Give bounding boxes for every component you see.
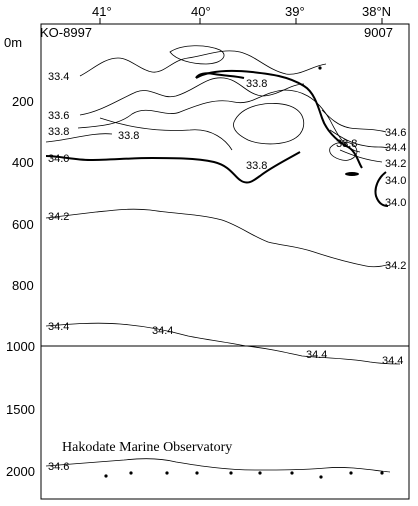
contour-34-2 bbox=[45, 208, 391, 268]
contour-33-8-cell bbox=[233, 103, 305, 145]
station-dots bbox=[104, 66, 384, 479]
label-34-2-right-b: 34.2 bbox=[385, 260, 406, 272]
contour-33-8-thick bbox=[195, 69, 363, 169]
depth-tick-600: 600 bbox=[12, 217, 34, 232]
top-axis-ticks bbox=[99, 18, 383, 24]
contour-33-8-thick-loop bbox=[195, 72, 245, 79]
contour-34-0-thick bbox=[45, 151, 301, 184]
label-34-4-left: 34.4 bbox=[48, 321, 69, 333]
depth-tick-800: 800 bbox=[12, 278, 34, 293]
label-34-2-right: 34.2 bbox=[385, 158, 406, 170]
depth-tick-400: 400 bbox=[12, 155, 34, 170]
label-33-8-bottom: 33.8 bbox=[246, 160, 267, 172]
label-33-6: 33.6 bbox=[48, 110, 69, 122]
label-33-4: 33.4 bbox=[48, 71, 69, 83]
contour-34-6-right bbox=[321, 109, 387, 133]
contour-33-6 bbox=[79, 77, 305, 116]
contour-34-4-right bbox=[329, 129, 389, 149]
contour-34-2-right bbox=[339, 149, 383, 163]
lat-tick-41: 41° bbox=[92, 4, 112, 19]
contour-33-4-cell bbox=[169, 45, 225, 65]
station-label-left: KO-8997 bbox=[40, 25, 92, 40]
label-34-6-bottom: 34.6 bbox=[48, 461, 69, 473]
label-34-2-left: 34.2 bbox=[48, 211, 69, 223]
depth-tick-200: 200 bbox=[12, 94, 34, 109]
station-label-right: 9007 bbox=[364, 25, 393, 40]
contour-33-8 bbox=[77, 89, 361, 153]
label-33-8-center: 33.8 bbox=[118, 130, 139, 142]
contour-33-8-lower bbox=[99, 117, 233, 151]
label-34-4-right: 34.4 bbox=[385, 142, 406, 154]
label-34-4-lower: 34.4 bbox=[306, 349, 327, 361]
contour-small-loop bbox=[329, 141, 358, 161]
observatory-credit: Hakodate Marine Observatory bbox=[62, 440, 232, 455]
label-34-0-left: 34.0 bbox=[48, 153, 69, 165]
label-34-6-right: 34.6 bbox=[385, 127, 406, 139]
contour-lines bbox=[45, 45, 401, 473]
depth-tick-0: 0m bbox=[4, 35, 22, 50]
contour-34-0-right bbox=[374, 171, 389, 207]
label-33-8-top: 33.8 bbox=[246, 78, 267, 90]
depth-tick-1000: 1000 bbox=[6, 339, 35, 354]
label-34-4-center: 34.4 bbox=[152, 325, 173, 337]
depth-tick-2000: 2000 bbox=[6, 464, 35, 479]
label-34-0-right-b: 34.0 bbox=[385, 197, 406, 209]
label-33-8-right: 33.8 bbox=[336, 138, 357, 150]
contour-dot-right bbox=[345, 172, 359, 176]
label-34-4-right-lower: 34.4 bbox=[382, 355, 403, 367]
contour-34-4-mid bbox=[45, 322, 401, 365]
contour-34-6-bottom bbox=[45, 458, 391, 473]
depth-tick-1500: 1500 bbox=[6, 402, 35, 417]
contour-33-4 bbox=[79, 50, 327, 77]
contour-33-8-mid bbox=[45, 133, 113, 143]
label-34-0-right-a: 34.0 bbox=[385, 175, 406, 187]
plot-frame bbox=[40, 23, 410, 500]
label-33-8-left: 33.8 bbox=[48, 126, 69, 138]
lat-tick-38n: 38°N bbox=[362, 4, 391, 19]
lat-tick-40: 40° bbox=[191, 4, 211, 19]
lat-tick-39: 39° bbox=[285, 4, 305, 19]
